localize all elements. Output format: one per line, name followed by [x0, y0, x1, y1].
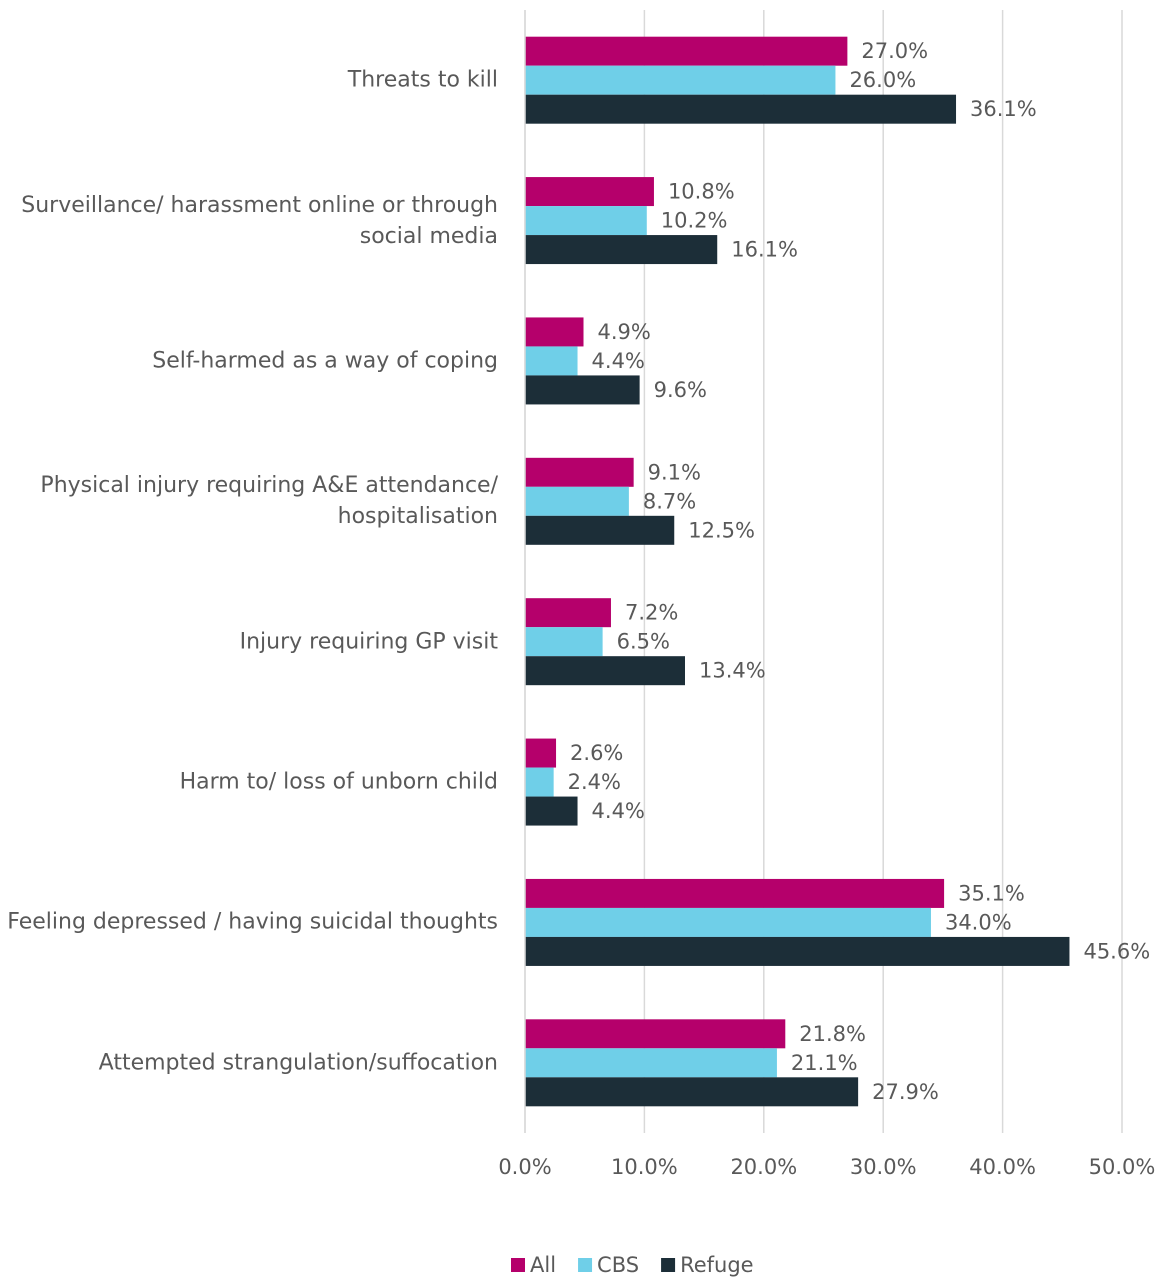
x-tick-label: 20.0% — [730, 1155, 797, 1179]
bar — [525, 65, 836, 95]
bar — [525, 1019, 786, 1049]
category-label: Self-harmed as a way of coping — [152, 348, 498, 374]
category-label: Harm to/ loss of unborn child — [179, 769, 498, 795]
x-tick-label: 10.0% — [611, 1155, 678, 1179]
data-label: 26.0% — [849, 68, 916, 92]
legend-swatch — [511, 1258, 525, 1272]
data-label: 27.0% — [861, 39, 928, 63]
bar — [525, 1077, 859, 1107]
bar — [525, 878, 945, 908]
bar — [525, 738, 557, 768]
data-label: 4.4% — [592, 349, 645, 373]
bar — [525, 94, 957, 124]
legend-label: Refuge — [680, 1253, 754, 1277]
legend-label: All — [530, 1253, 556, 1277]
legend-label: CBS — [597, 1253, 639, 1277]
data-label: 45.6% — [1083, 939, 1150, 963]
bar — [525, 656, 685, 686]
data-label: 13.4% — [699, 659, 766, 683]
bar — [525, 375, 640, 405]
bar — [525, 206, 647, 236]
data-label: 10.2% — [661, 209, 728, 233]
data-label: 6.5% — [617, 630, 670, 654]
bar — [525, 598, 611, 628]
category-label: Threats to kill — [347, 67, 498, 93]
data-label: 7.2% — [625, 601, 678, 625]
legend-swatch — [661, 1258, 676, 1272]
data-label: 2.4% — [568, 770, 621, 794]
data-label: 36.1% — [970, 97, 1037, 121]
x-tick-label: 30.0% — [850, 1155, 917, 1179]
bar — [525, 457, 634, 487]
bar — [525, 317, 584, 347]
data-label: 16.1% — [731, 238, 798, 262]
bar — [525, 346, 578, 376]
bar — [525, 36, 848, 66]
bar — [525, 627, 603, 657]
bar — [525, 177, 654, 207]
category-label: Surveillance/ harassment online or throu… — [21, 192, 498, 249]
data-label: 21.8% — [799, 1022, 866, 1046]
data-label: 2.6% — [570, 741, 623, 765]
bar — [525, 936, 1070, 966]
data-label: 4.4% — [592, 799, 645, 823]
bar — [525, 235, 718, 265]
data-label: 9.1% — [648, 460, 701, 484]
category-label: Feeling depressed / having suicidal thou… — [7, 909, 498, 935]
data-label: 21.1% — [791, 1051, 858, 1075]
bar — [525, 907, 931, 937]
bar — [525, 486, 629, 516]
data-label: 35.1% — [958, 881, 1025, 905]
data-label: 8.7% — [643, 489, 696, 513]
category-label: Attempted strangulation/suffocation — [98, 1050, 498, 1076]
data-label: 34.0% — [945, 910, 1012, 934]
bar — [525, 796, 578, 826]
x-tick-label: 0.0% — [498, 1155, 551, 1179]
category-label: Physical injury requiring A&E attendance… — [40, 473, 498, 530]
data-label: 12.5% — [688, 518, 755, 542]
legend-swatch — [578, 1258, 593, 1272]
x-tick-label: 50.0% — [1089, 1155, 1156, 1179]
x-tick-label: 40.0% — [969, 1155, 1036, 1179]
bar — [525, 767, 554, 797]
bar — [525, 515, 675, 545]
data-label: 10.8% — [668, 180, 735, 204]
bar — [525, 1048, 777, 1078]
data-label: 9.6% — [654, 378, 707, 402]
category-label: Injury requiring GP visit — [239, 629, 498, 655]
data-label: 4.9% — [598, 320, 651, 344]
data-label: 27.9% — [872, 1080, 939, 1104]
